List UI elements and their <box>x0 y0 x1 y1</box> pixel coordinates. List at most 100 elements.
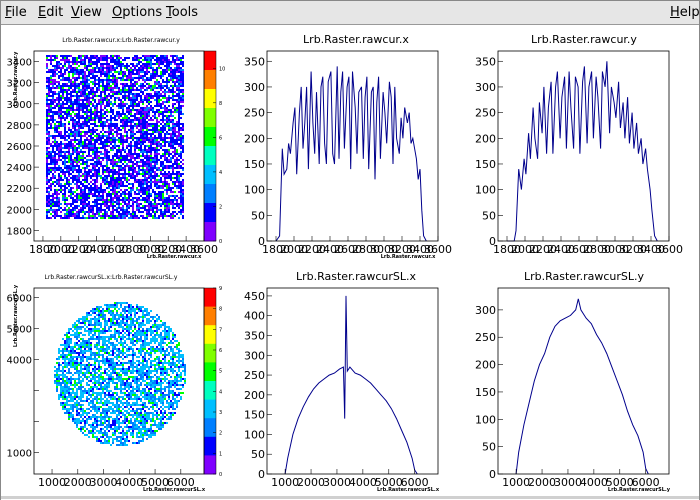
heatmap-cell <box>92 69 94 71</box>
heatmap-cell <box>90 185 92 187</box>
heatmap-cell <box>62 386 64 388</box>
heatmap-cell <box>48 165 50 167</box>
heatmap-cell <box>60 390 62 392</box>
heatmap-cell <box>84 95 86 97</box>
heatmap-cell <box>150 55 152 57</box>
heatmap-cell <box>126 179 128 181</box>
heatmap-cell <box>76 157 78 159</box>
menu-file[interactable]: File <box>5 5 27 20</box>
heatmap-cell <box>132 199 134 201</box>
heatmap-cell <box>114 147 116 149</box>
heatmap-cell <box>64 195 66 197</box>
heatmap-cell <box>142 163 144 165</box>
heatmap-cell <box>106 215 108 217</box>
heatmap-cell <box>138 61 140 63</box>
heatmap-cell <box>166 111 168 113</box>
heatmap-cell <box>58 185 60 187</box>
heatmap-cell <box>148 199 150 201</box>
heatmap-cell <box>88 195 90 197</box>
heatmap-cell <box>136 93 138 95</box>
heatmap-cell <box>114 115 116 117</box>
plot-canvas[interactable]: Lrb.Raster.rawcur.x:Lrb.Raster.rawcur.y 0… <box>1 26 699 500</box>
heatmap-cell <box>156 203 158 205</box>
heatmap-cell <box>106 165 108 167</box>
heatmap-cell <box>70 183 72 185</box>
heatmap-cell <box>74 346 76 348</box>
heatmap-cell <box>112 77 114 79</box>
heatmap-cell <box>108 133 110 135</box>
heatmap-cell <box>160 129 162 131</box>
heatmap-cell <box>112 205 114 207</box>
heatmap-cell <box>72 125 74 127</box>
heatmap-cell <box>164 203 166 205</box>
heatmap-cell <box>134 153 136 155</box>
heatmap-cell <box>130 201 132 203</box>
heatmap-cell <box>166 173 168 175</box>
heatmap-cell <box>120 99 122 101</box>
heatmap-cell <box>174 63 176 65</box>
heatmap-cell <box>138 105 140 107</box>
heatmap-cell <box>156 211 158 213</box>
heatmap-cell <box>158 209 160 211</box>
menu-edit[interactable]: Edit <box>38 5 64 20</box>
heatmap-cell <box>170 105 172 107</box>
heatmap-cell <box>128 149 130 151</box>
heatmap-cell <box>134 177 136 179</box>
heatmap-cell <box>116 81 118 83</box>
heatmap-cell <box>116 135 118 137</box>
heatmap-cell <box>64 143 66 145</box>
menu-help[interactable]: Help <box>670 5 700 20</box>
heatmap-cell <box>112 93 114 95</box>
heatmap-cell <box>122 75 124 77</box>
heatmap-cell <box>108 129 110 131</box>
heatmap-cell <box>82 103 84 105</box>
x-tick-label: 2600 <box>565 243 593 256</box>
heatmap-cell <box>94 135 96 137</box>
menu-options[interactable]: Options <box>112 5 163 20</box>
heatmap-cell <box>128 199 130 201</box>
heatmap-cell <box>150 187 152 189</box>
heatmap-cell <box>54 215 56 217</box>
heatmap-cell <box>62 79 64 81</box>
heatmap-cell <box>74 364 76 366</box>
heatmap-cell <box>96 71 98 73</box>
heatmap-cell <box>88 105 90 107</box>
heatmap-cell <box>168 59 170 61</box>
heatmap-cell <box>156 117 158 119</box>
heatmap-cell <box>130 191 132 193</box>
heatmap-cell <box>70 109 72 111</box>
heatmap-cell <box>174 175 176 177</box>
heatmap-cell <box>174 59 176 61</box>
heatmap-cell <box>156 63 158 65</box>
heatmap-cell <box>110 185 112 187</box>
heatmap-cell <box>154 113 156 115</box>
heatmap-cell <box>130 165 132 167</box>
heatmap-cell <box>78 191 80 193</box>
heatmap-cell <box>74 418 76 420</box>
heatmap-cell <box>62 348 64 350</box>
heatmap-cell <box>158 63 160 65</box>
heatmap-cell <box>68 127 70 129</box>
heatmap-cell <box>74 81 76 83</box>
heatmap-cell <box>88 193 90 195</box>
heatmap-cell <box>156 71 158 73</box>
heatmap-cell <box>98 85 100 87</box>
heatmap-cell <box>46 205 48 207</box>
heatmap-cell <box>108 57 110 59</box>
heatmap-cell <box>98 137 100 139</box>
heatmap-cell <box>98 77 100 79</box>
heatmap-cell <box>110 85 112 87</box>
heatmap-cell <box>98 199 100 201</box>
menu-view[interactable]: View <box>71 5 102 20</box>
heatmap-cell <box>142 127 144 129</box>
menu-tools[interactable]: Tools <box>166 5 199 20</box>
heatmap-cell <box>48 195 50 197</box>
heatmap-cell <box>172 183 174 185</box>
heatmap-cell <box>128 121 130 123</box>
heatmap-cell <box>142 79 144 81</box>
heatmap-cell <box>84 207 86 209</box>
heatmap-cell <box>78 55 80 57</box>
heatmap-cell <box>82 193 84 195</box>
heatmap-cell <box>84 55 86 57</box>
heatmap-cell <box>48 143 50 145</box>
